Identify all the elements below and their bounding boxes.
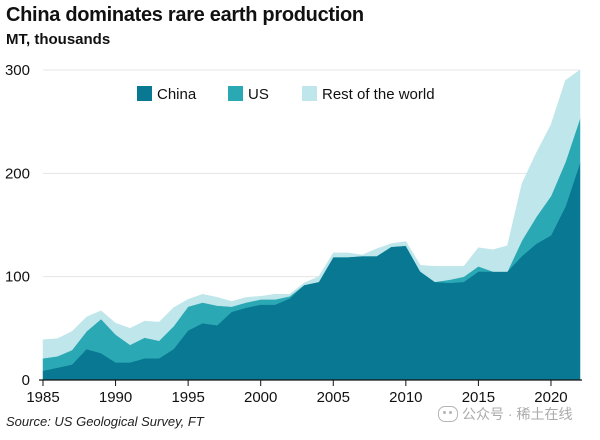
- legend-rest-of-world-label: Rest of the world: [322, 86, 435, 103]
- y-tick-label-0: 0: [22, 372, 30, 389]
- legend-rest-of-world: Rest of the world: [302, 86, 435, 103]
- x-tick-label-2010: 2010: [389, 389, 422, 406]
- wechat-icon: [438, 406, 458, 422]
- x-tick-label-1995: 1995: [171, 389, 204, 406]
- legend-china-label: China: [157, 86, 197, 103]
- x-tick-label-2005: 2005: [317, 389, 350, 406]
- x-tick-label-2000: 2000: [244, 389, 277, 406]
- legend-us: US: [228, 86, 269, 103]
- y-tick-label-300: 300: [5, 62, 30, 79]
- area-rest-of-world: [42, 69, 581, 359]
- legend-rest-of-world-swatch: [302, 86, 317, 101]
- x-tick-label-2015: 2015: [462, 389, 495, 406]
- chart-subtitle: MT, thousands: [6, 31, 111, 48]
- axis-layer: 0 100 200 300 1985 1990 1995 2000 2005 2010 2015 20…: [5, 62, 582, 406]
- watermark-text: 公众号 · 稀土在线: [462, 406, 573, 422]
- legend: China US Rest of the world: [137, 86, 435, 103]
- source-note: Source: US Geological Survey, FT: [6, 414, 204, 429]
- legend-us-label: US: [248, 86, 269, 103]
- x-tick-label-1985: 1985: [26, 389, 59, 406]
- x-tick-label-2020: 2020: [534, 389, 567, 406]
- area-layer: [42, 69, 581, 381]
- y-tick-label-100: 100: [5, 269, 30, 286]
- legend-china: China: [137, 86, 197, 103]
- legend-china-swatch: [137, 86, 152, 101]
- watermark: 公众号 · 稀土在线: [438, 404, 572, 424]
- x-tick-label-1990: 1990: [99, 389, 132, 406]
- chart-title: China dominates rare earth production: [6, 4, 364, 26]
- y-tick-label-200: 200: [5, 165, 30, 182]
- legend-us-swatch: [228, 86, 243, 101]
